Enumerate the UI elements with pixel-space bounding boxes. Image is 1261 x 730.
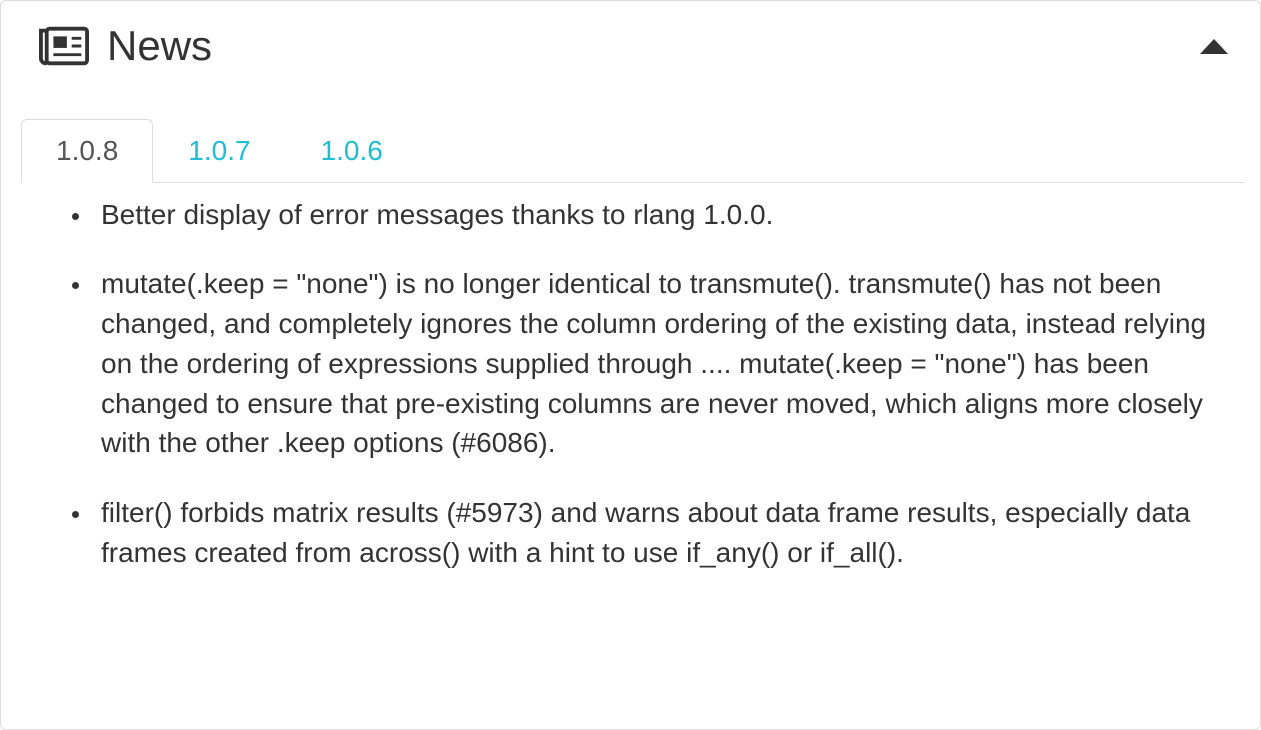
newspaper-icon [39, 26, 89, 66]
tab-content: Better display of error messages thanks … [21, 183, 1244, 721]
tab-link[interactable]: 1.0.6 [286, 119, 418, 183]
tab-link[interactable]: 1.0.8 [21, 119, 153, 183]
tab-1-0-8[interactable]: 1.0.8 [21, 119, 153, 183]
news-panel: News 1.0.8 1.0.7 1.0.6 Better display of… [0, 0, 1261, 730]
panel-title: News [39, 25, 212, 67]
tab-1-0-6[interactable]: 1.0.6 [286, 119, 418, 183]
panel-heading: News [1, 1, 1260, 89]
panel-title-text: News [107, 25, 212, 67]
changelog-item: filter() forbids matrix results (#5973) … [93, 493, 1214, 573]
tab-link[interactable]: 1.0.7 [153, 119, 285, 183]
panel-body: 1.0.8 1.0.7 1.0.6 Better display of erro… [1, 89, 1260, 729]
version-tabs: 1.0.8 1.0.7 1.0.6 [21, 119, 1244, 183]
changelog-item: Better display of error messages thanks … [93, 195, 1214, 235]
collapse-caret-up-icon[interactable] [1200, 39, 1228, 54]
changelog-list: Better display of error messages thanks … [21, 195, 1244, 573]
changelog-item: mutate(.keep = "none") is no longer iden… [93, 264, 1214, 463]
tab-1-0-7[interactable]: 1.0.7 [153, 119, 285, 183]
